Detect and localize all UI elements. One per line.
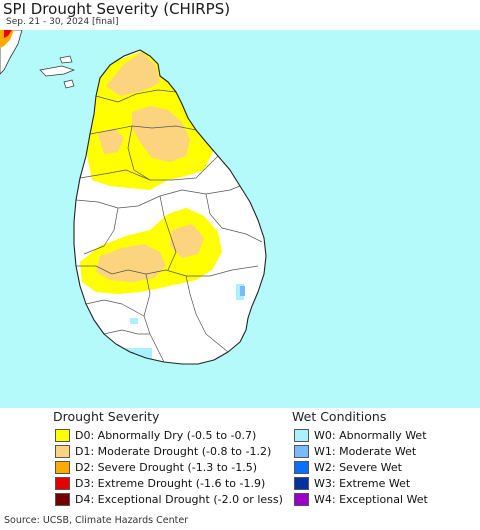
d1-north-patch — [106, 52, 160, 96]
district-boundary — [79, 155, 219, 181]
d0-label: D0: Abnormally Dry (-0.5 to -0.7) — [75, 428, 257, 442]
d1-swatch — [55, 444, 70, 458]
source-credit: Source: UCSB, Climate Hazards Center — [4, 515, 189, 526]
w3-swatch — [294, 476, 309, 490]
d1-label: D1: Moderate Drought (-0.8 to -1.2) — [75, 444, 272, 458]
d2-label: D2: Severe Drought (-1.3 to -1.5) — [75, 460, 258, 474]
legend-item-w3: W3: Extreme Wet — [294, 475, 410, 491]
district-boundary — [159, 195, 177, 271]
district-boundary — [95, 89, 177, 103]
w0-southwest-patch — [130, 318, 138, 324]
w1-east-patch — [240, 286, 245, 296]
w3-label: W3: Extreme Wet — [314, 476, 411, 490]
w0-label: W0: Abnormally Wet — [314, 428, 427, 442]
legend-item-d1: D1: Moderate Drought (-0.8 to -1.2) — [55, 443, 271, 459]
legend-item-w2: W2: Severe Wet — [294, 459, 402, 475]
island-islet — [59, 55, 73, 64]
w4-swatch — [294, 492, 309, 506]
sri-lanka-coastline — [73, 49, 267, 365]
drought-map — [0, 30, 480, 408]
district-boundary — [205, 193, 263, 243]
wet-legend-heading: Wet Conditions — [292, 409, 387, 424]
d0-swatch — [55, 428, 70, 442]
legend-item-d2: D2: Severe Drought (-1.3 to -1.5) — [55, 459, 257, 475]
d3-label: D3: Extreme Drought (-1.6 to -1.9) — [75, 476, 266, 490]
d4-swatch — [55, 492, 70, 506]
legend-item-d0: D0: Abnormally Dry (-0.5 to -0.7) — [55, 427, 256, 443]
district-boundary — [185, 275, 229, 353]
w1-swatch — [294, 444, 309, 458]
w1-label: W1: Moderate Wet — [314, 444, 417, 458]
legend-panel: Drought Severity Wet Conditions D0: Abno… — [0, 408, 480, 512]
d1-north-patch — [98, 128, 124, 154]
district-boundary — [103, 329, 150, 335]
district-boundary — [127, 125, 151, 181]
legend-item-d3: D3: Extreme Drought (-1.6 to -1.9) — [55, 475, 265, 491]
india-extreme-patch — [4, 30, 12, 38]
district-boundary — [89, 125, 197, 135]
island-islet — [39, 65, 76, 77]
d1-south-patch — [96, 244, 166, 282]
legend-item-w0: W0: Abnormally Wet — [294, 427, 427, 443]
legend-item-w4: W4: Exceptional Wet — [294, 491, 428, 507]
d4-label: D4: Exceptional Drought (-2.0 or less) — [75, 492, 283, 506]
d1-south-patch — [170, 224, 204, 258]
district-boundary — [76, 265, 259, 277]
drought-legend-heading: Drought Severity — [53, 409, 160, 424]
district-boundary — [83, 207, 119, 255]
legend-item-w1: W1: Moderate Wet — [294, 443, 416, 459]
d1-north-patch — [132, 106, 190, 162]
w2-swatch — [294, 460, 309, 474]
d3-swatch — [55, 476, 70, 490]
map-title: SPI Drought Severity (CHIRPS) — [3, 0, 231, 18]
w2-label: W2: Severe Wet — [314, 460, 402, 474]
w0-swatch — [294, 428, 309, 442]
legend-item-d4: D4: Exceptional Drought (-2.0 or less) — [55, 491, 283, 507]
india-dry-patch — [0, 30, 14, 48]
district-boundary — [85, 299, 145, 317]
island-islet — [63, 79, 75, 89]
map-date-subtitle: Sep. 21 - 30, 2024 [final] — [6, 17, 119, 27]
w4-label: W4: Exceptional Wet — [314, 492, 428, 506]
d2-swatch — [55, 460, 70, 474]
